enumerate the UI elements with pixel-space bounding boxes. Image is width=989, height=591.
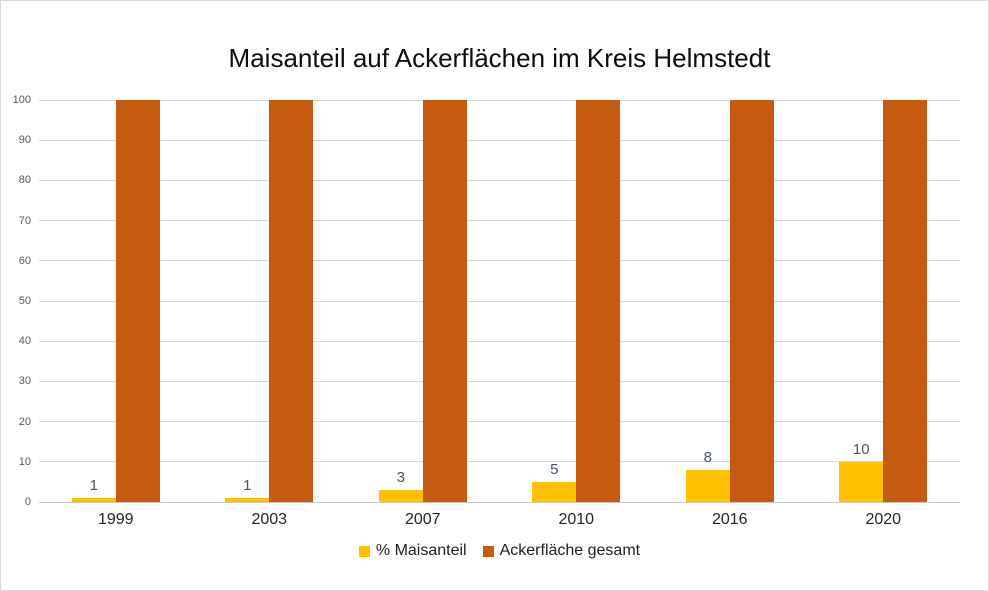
data-label-maisanteil-2007: 3 [396,468,405,486]
x-tick-label-2003: 2003 [251,511,288,528]
y-tick-label-20: 20 [18,415,31,428]
gridline-30 [39,380,960,382]
y-tick-label-60: 60 [18,254,31,267]
gridline-50 [39,300,960,302]
bar-maisanteil-2010 [532,481,577,502]
y-tick-label-0: 0 [24,496,31,508]
x-tick-label-2010: 2010 [558,511,595,528]
data-label-maisanteil-2010: 5 [550,460,559,478]
data-label-maisanteil-2020: 10 [852,440,870,458]
bar-ackerflaeche-gesamt-2016 [729,100,774,502]
gridline-70 [39,220,960,222]
gridline-10 [39,461,960,463]
bar-maisanteil-2020 [839,461,884,502]
x-axis-line [39,501,960,503]
gridline-40 [39,340,960,342]
y-tick-label-100: 100 [12,94,31,106]
bar-maisanteil-2003 [225,497,270,502]
chart-title: Maisanteil auf Ackerflächen im Kreis Hel… [228,43,771,73]
y-tick-label-40: 40 [18,335,31,348]
y-tick-label-30: 30 [18,375,31,388]
data-label-maisanteil-2016: 8 [703,448,712,466]
gridline-20 [39,421,960,423]
gridline-100 [39,99,960,101]
x-tick-label-2007: 2007 [404,511,441,528]
y-tick-label-90: 90 [18,134,31,147]
y-tick-label-70: 70 [18,214,31,227]
legend-item-ackerflaeche-gesamt: Ackerfläche gesamt [482,542,641,560]
gridline-90 [39,139,960,141]
legend-label-ackerflaeche-gesamt: Ackerfläche gesamt [499,542,641,559]
y-tick-label-10: 10 [18,455,31,468]
y-tick-label-50: 50 [18,295,31,307]
legend-label-maisanteil: % Maisanteil [375,542,467,559]
y-tick-label-80: 80 [18,174,31,187]
x-tick-label-2020: 2020 [865,511,902,528]
legend-swatch-maisanteil [358,545,370,557]
bar-ackerflaeche-gesamt-2003 [269,100,314,502]
legend-swatch-ackerflaeche-gesamt [482,545,494,557]
data-label-maisanteil-1999: 1 [89,476,98,494]
plot-area: 1 1999 1 2003 3 2007 5 2010 8 2016 10 2020 [39,99,960,528]
data-label-maisanteil-2003: 1 [243,476,252,494]
legend-item-maisanteil: % Maisanteil [358,542,467,560]
x-tick-label-1999: 1999 [97,511,134,528]
bar-maisanteil-1999 [71,497,116,502]
bar-ackerflaeche-gesamt-2020 [883,100,928,502]
x-tick-label-2016: 2016 [711,511,748,528]
chart-legend: % Maisanteil Ackerfläche gesamt [39,542,960,560]
gridline-80 [39,179,960,181]
bar-maisanteil-2007 [378,489,423,502]
bar-ackerflaeche-gesamt-2007 [422,100,467,502]
gridline-60 [39,260,960,262]
bar-ackerflaeche-gesamt-2010 [576,100,621,502]
bar-maisanteil-2016 [685,469,730,502]
bar-ackerflaeche-gesamt-1999 [115,100,160,502]
